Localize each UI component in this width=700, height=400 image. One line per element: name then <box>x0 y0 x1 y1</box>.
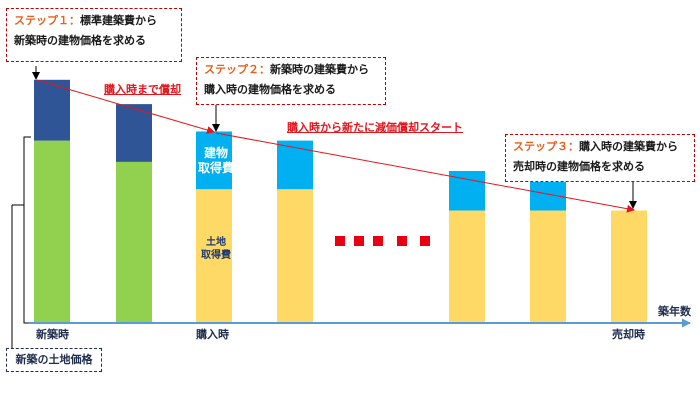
land-price-label: 新築の土地価格 <box>6 348 102 372</box>
bar-land-segment <box>196 189 232 323</box>
x-label-sale: 売却時 <box>612 328 645 341</box>
ellipsis-dot <box>335 236 345 246</box>
step2-title: ステップ２： <box>204 63 270 76</box>
bar-land-segment <box>34 140 70 323</box>
land-bracket <box>23 136 31 324</box>
bar-building-segment <box>34 79 70 141</box>
x-axis-title: 築年数 <box>658 305 691 318</box>
step3-callout: ステップ３：購入時の建築費から 売却時の建物価格を求める <box>505 134 695 182</box>
bar-building-segment <box>196 131 232 190</box>
bar-land-segment <box>449 210 485 323</box>
bar-land-segment <box>611 210 647 323</box>
bar-building-segment <box>277 140 313 190</box>
bar-building-segment <box>116 104 152 162</box>
depreciation-line-1 <box>36 79 215 134</box>
step3-text2: 売却時の建物価格を求める <box>513 160 645 173</box>
x-label-new-build: 新築時 <box>36 328 69 341</box>
step1-text2: 新築時の建物価格を求める <box>14 34 146 47</box>
ellipsis-dot <box>354 236 364 246</box>
bars-layer <box>34 79 647 323</box>
bar-land-segment <box>530 210 566 323</box>
bar-building-segment <box>530 180 566 211</box>
depreciation-line-2 <box>215 132 635 213</box>
step2-text2: 購入時の建物価格を求める <box>204 83 336 96</box>
step1-callout: ステップ１：標準建築費から 新築時の建物価格を求める <box>6 8 182 62</box>
step3-title: ステップ３： <box>513 140 579 153</box>
building-cost-label: 建物 取得費 <box>197 146 234 175</box>
depreciation-after-purchase-label: 購入時から新たに減価償却スタート <box>287 121 463 134</box>
step1-title: ステップ１： <box>14 14 80 27</box>
ellipsis-dot <box>420 236 430 246</box>
step2-text1: 新築時の建築費から <box>270 63 369 76</box>
step3-text1: 購入時の建築費から <box>579 140 678 153</box>
land-cost-label: 土地 取得費 <box>201 237 231 261</box>
bar-land-segment <box>116 161 152 323</box>
ellipsis-dot <box>373 236 383 246</box>
x-label-purchase: 購入時 <box>196 328 229 341</box>
step1-text1: 標準建築費から <box>80 14 157 27</box>
depreciation-until-purchase-label: 購入時まで償却 <box>104 83 181 96</box>
ellipsis-dot <box>397 236 407 246</box>
step2-callout: ステップ２：新築時の建築費から 購入時の建物価格を求める <box>196 57 386 105</box>
bar-land-segment <box>277 189 313 323</box>
bar-building-segment <box>449 171 485 211</box>
